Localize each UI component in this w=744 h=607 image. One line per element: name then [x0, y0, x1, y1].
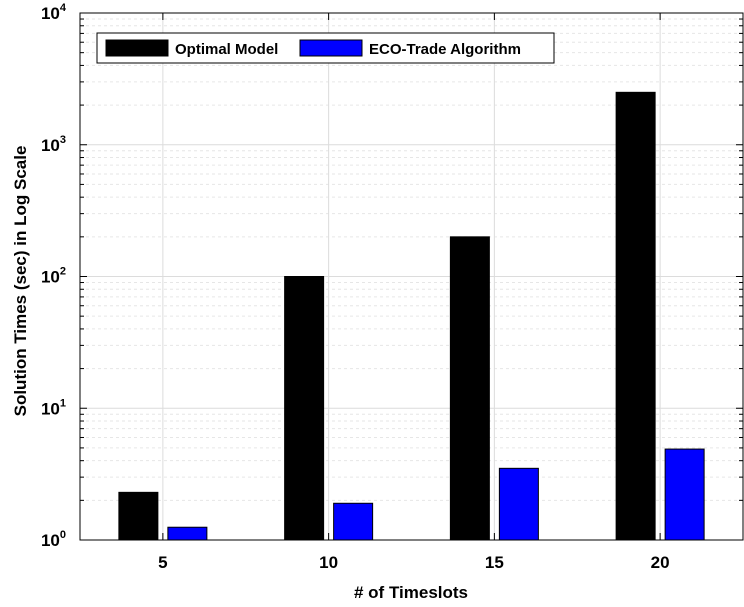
legend-label-optimal-model: Optimal Model — [175, 41, 278, 58]
y-tick-label: 102 — [41, 266, 66, 287]
y-axis-title: Solution Times (sec) in Log Scale — [11, 146, 30, 417]
y-tick-label: 101 — [41, 397, 66, 418]
legend-swatch-eco-trade — [299, 39, 363, 57]
y-tick-label: 103 — [41, 134, 66, 155]
y-tick-label: 100 — [41, 529, 66, 550]
bar-eco-trade-20 — [664, 448, 705, 541]
legend-swatch-optimal-model — [105, 39, 169, 57]
legend: Optimal Model ECO-Trade Algorithm — [96, 32, 555, 64]
axis-ticks — [80, 12, 743, 541]
bar-optimal-model-20 — [615, 91, 656, 541]
bar-eco-trade-15 — [498, 467, 539, 541]
y-tick-labels: 100 101 102 103 104 — [41, 2, 67, 550]
x-tick-label: 20 — [651, 553, 670, 572]
bar-optimal-model-10 — [284, 276, 325, 541]
x-tick-label: 5 — [158, 553, 167, 572]
bar-eco-trade-5 — [167, 526, 208, 541]
bar-optimal-model-5 — [118, 491, 159, 541]
x-axis-title: # of Timeslots — [354, 583, 468, 602]
bars-group — [118, 91, 705, 541]
y-tick-label: 104 — [41, 2, 67, 23]
bar-optimal-model-15 — [449, 236, 490, 541]
x-tick-label: 15 — [485, 553, 504, 572]
legend-label-eco-trade: ECO-Trade Algorithm — [369, 41, 521, 58]
x-tick-labels: 5 10 15 20 — [158, 553, 669, 572]
x-tick-label: 10 — [319, 553, 338, 572]
bar-eco-trade-10 — [333, 502, 374, 541]
